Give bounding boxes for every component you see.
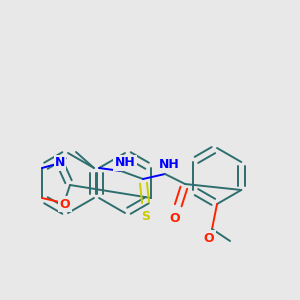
Text: NH: NH	[115, 157, 135, 169]
Text: S: S	[142, 211, 151, 224]
Text: O: O	[60, 197, 70, 211]
Text: O: O	[204, 232, 214, 244]
Text: O: O	[170, 212, 180, 226]
Text: NH: NH	[159, 158, 179, 172]
Text: N: N	[55, 157, 65, 169]
